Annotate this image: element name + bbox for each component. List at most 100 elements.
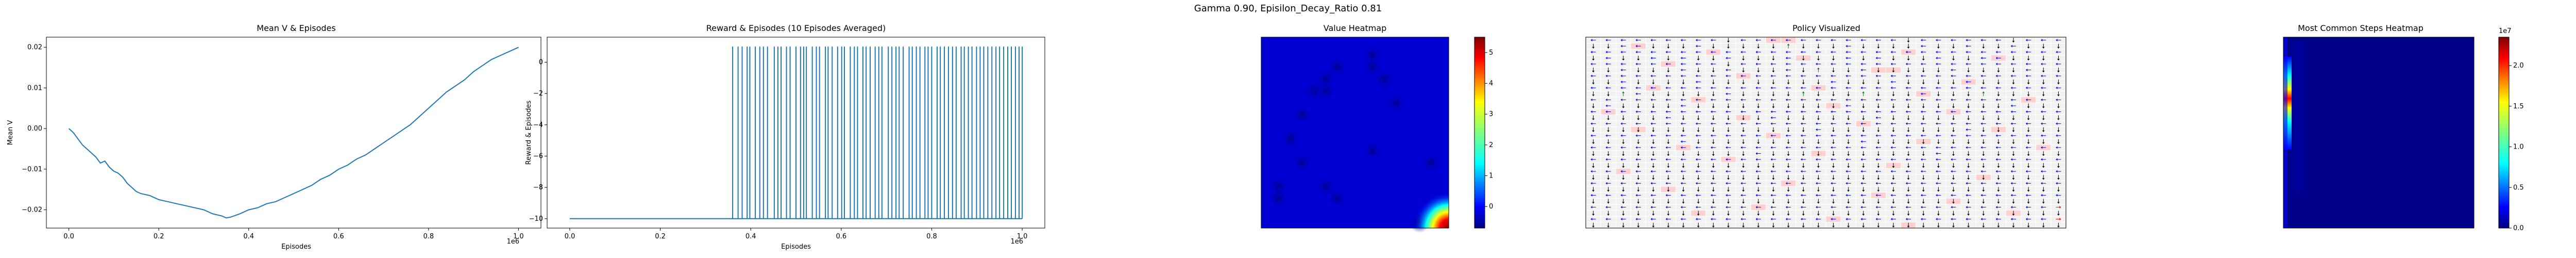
policy-arrow-left <box>2026 218 2031 221</box>
policy-arrow-head <box>1980 122 1982 125</box>
policy-arrow-head <box>1787 118 1790 120</box>
policy-arrow-left <box>1740 62 1746 66</box>
policy-arrow-head <box>1651 98 1653 101</box>
policy-arrow-down <box>1817 43 1820 49</box>
policy-arrow-down <box>1877 103 1880 108</box>
policy-arrow-head <box>1652 71 1655 73</box>
policy-arrow-head <box>1801 134 1803 137</box>
policy-arrow-left <box>1651 194 1656 197</box>
policy-arrow-head <box>1845 86 1848 89</box>
mean-v-ytick-label: 0.00 <box>27 125 42 133</box>
policy-arrow-down <box>2027 43 2030 49</box>
policy-arrow-down <box>1592 115 1595 120</box>
policy-arrow-head <box>2042 83 2045 85</box>
policy-arrow-left <box>1951 218 1956 221</box>
policy-arrow-down <box>2057 43 2060 49</box>
policy-arrow-left <box>2026 86 2031 89</box>
policy-arrow-head <box>1712 58 1715 60</box>
policy-arrow-head <box>1906 146 1908 149</box>
policy-arrow-down <box>1832 199 1835 204</box>
policy-arrow-head <box>1696 80 1698 84</box>
policy-arrow-left <box>1725 206 1731 209</box>
policy-arrow-head <box>1906 98 1908 101</box>
policy-arrow-down <box>1802 175 1805 180</box>
policy-arrow-head <box>1982 46 1985 49</box>
policy-arrow-head <box>1982 166 1985 168</box>
policy-arrow-down <box>1652 103 1655 108</box>
policy-arrow-head <box>1772 154 1775 156</box>
policy-arrow-head <box>1997 118 2000 120</box>
policy-arrow-head <box>2012 94 2015 96</box>
policy-arrow-down <box>2012 222 2015 228</box>
policy-arrow-left <box>1771 122 1776 125</box>
policy-arrow-left <box>1605 110 1611 114</box>
policy-arrow-head <box>2056 62 2058 66</box>
policy-arrow-head <box>2027 202 2030 204</box>
policy-arrow-head <box>1742 225 1745 228</box>
policy-arrow-head <box>1757 83 1760 85</box>
policy-arrow-left <box>1980 86 1986 89</box>
policy-arrow-head <box>1862 58 1865 60</box>
policy-arrow-head <box>1845 134 1848 137</box>
policy-arrow-down <box>1667 103 1670 108</box>
policy-arrow-head <box>1936 134 1938 137</box>
policy-arrow-head <box>2041 98 2043 101</box>
policy-arrow-down <box>1652 115 1655 120</box>
policy-arrow-left <box>1921 122 1926 125</box>
policy-arrow-down <box>2027 55 2030 60</box>
policy-arrow-head <box>2059 218 2061 221</box>
policy-arrow-left <box>1831 51 1836 54</box>
policy-arrow-head <box>1891 170 1893 173</box>
policy-arrow-head <box>1892 71 1895 73</box>
policy-arrow-head <box>1771 122 1773 125</box>
policy-arrow-head <box>1651 218 1653 221</box>
policy-arrow-left <box>1786 218 1791 221</box>
policy-arrow-head <box>1877 130 1880 132</box>
policy-arrow-left <box>1980 134 1986 137</box>
policy-arrow-down <box>1997 175 2000 180</box>
policy-arrow-head <box>1667 46 1670 49</box>
policy-arrow-left <box>2056 194 2061 197</box>
policy-arrow-head <box>1697 118 1700 120</box>
policy-arrow-head <box>2042 130 2045 132</box>
reward-ytick-label: −4 <box>533 121 543 129</box>
policy-arrow-down <box>1592 103 1595 108</box>
policy-arrow-head <box>2056 134 2058 137</box>
policy-arrow-head <box>1982 225 1985 228</box>
policy-arrow-down <box>1787 163 1790 168</box>
policy-arrow-head <box>1740 122 1742 125</box>
policy-arrow-head <box>1860 86 1862 89</box>
policy-arrow-head <box>2056 146 2058 149</box>
policy-arrow-head <box>1710 182 1713 185</box>
policy-arrow-head <box>1817 178 1820 180</box>
policy-arrow-head <box>1740 170 1742 173</box>
policy-arrow-left <box>1696 122 1701 125</box>
policy-arrow-down <box>1607 115 1610 120</box>
policy-arrow-left <box>2011 146 2016 149</box>
policy-arrow-head <box>1862 118 1865 120</box>
policy-arrow-head <box>1681 134 1683 137</box>
policy-arrow-left <box>1681 56 1686 59</box>
policy-arrow-left <box>1666 116 1671 119</box>
policy-arrow-head <box>1590 134 1592 137</box>
policy-arrow-down <box>1952 91 1955 96</box>
policy-arrow-down <box>1802 79 1805 85</box>
policy-arrow-head <box>1607 225 1610 228</box>
policy-arrow-head <box>1860 170 1862 173</box>
policy-arrow-down <box>1712 79 1715 85</box>
policy-arrow-left <box>1906 86 1911 89</box>
policy-arrow-left <box>1681 170 1686 173</box>
policy-arrow-left <box>1590 86 1596 89</box>
policy-arrow-head <box>1877 83 1880 85</box>
policy-arrow-down <box>1832 211 1835 216</box>
policy-arrow-left <box>1860 98 1866 101</box>
policy-arrow-head <box>2011 86 2013 89</box>
policy-arrow-head <box>1710 51 1713 54</box>
policy-arrow-head <box>1740 98 1742 101</box>
policy-arrow-left <box>1651 39 1656 42</box>
policy-arrow-down <box>1712 175 1715 180</box>
policy-arrow-head <box>1635 44 1637 47</box>
policy-arrow-left <box>1860 39 1866 42</box>
policy-arrow-down <box>1622 139 1625 144</box>
policy-arrow-head <box>1725 206 1727 209</box>
